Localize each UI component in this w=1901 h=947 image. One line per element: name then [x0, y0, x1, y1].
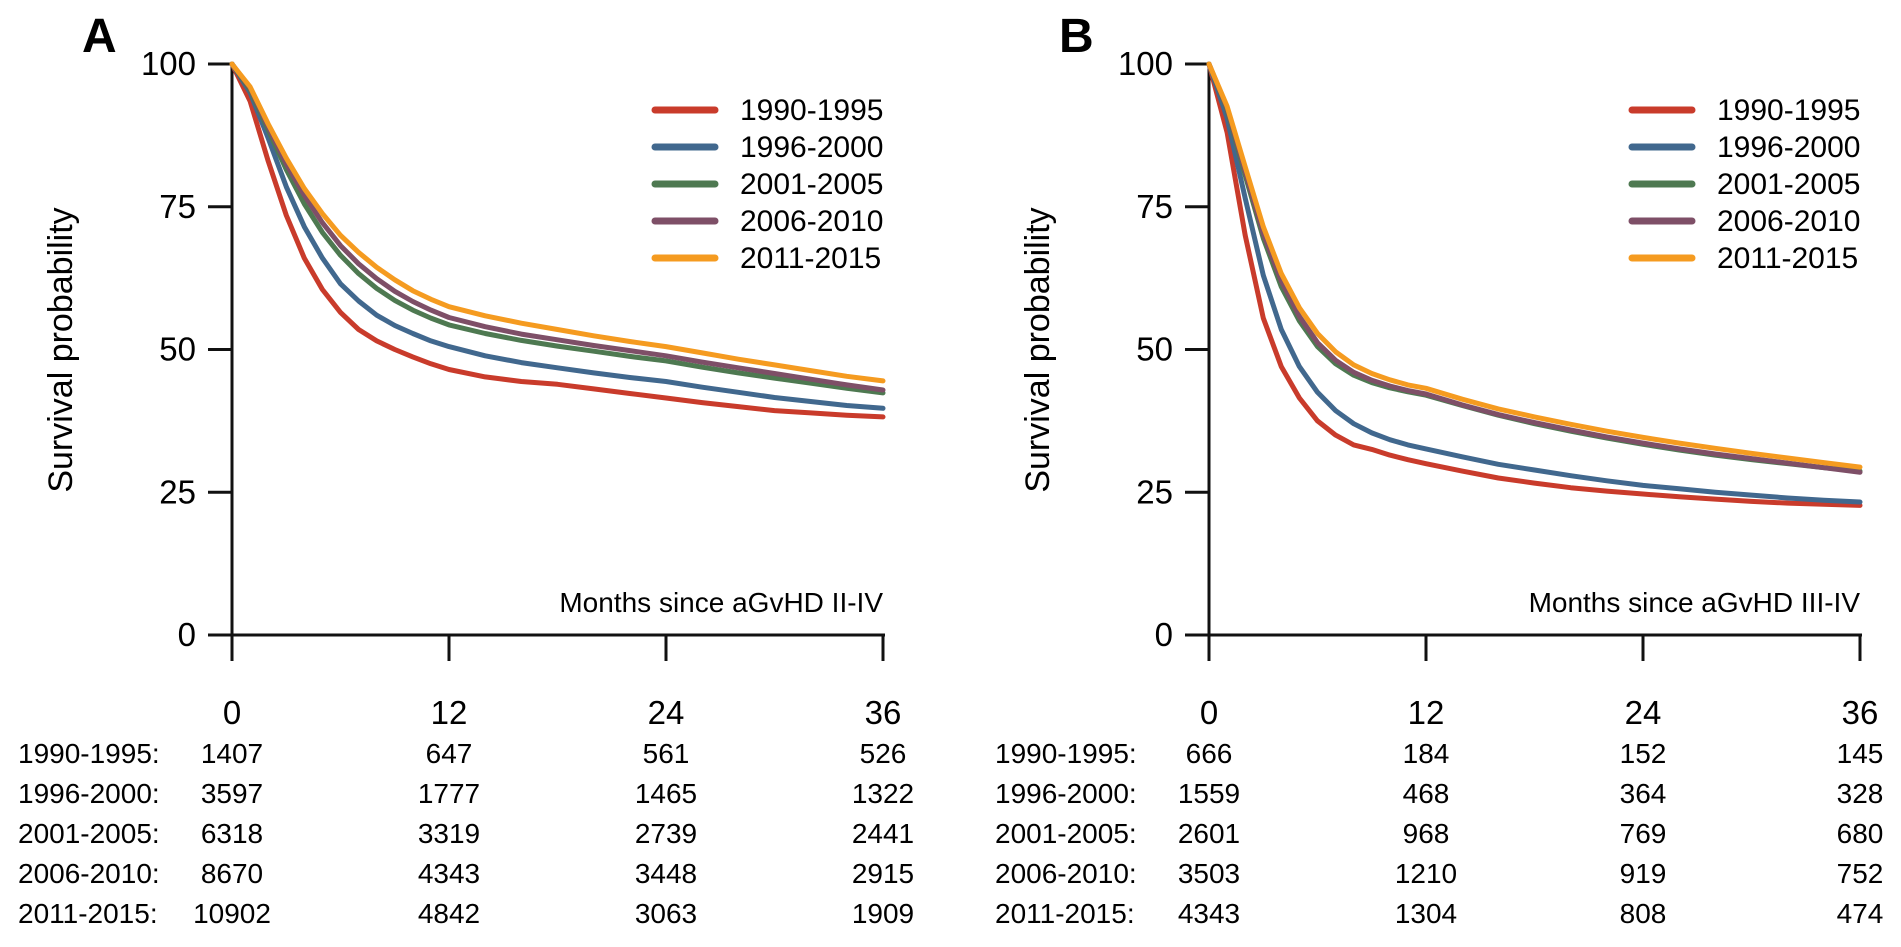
risk-count: 1210	[1395, 858, 1457, 889]
risk-count: 769	[1620, 818, 1667, 849]
risk-count: 474	[1837, 898, 1884, 929]
risk-count: 6318	[201, 818, 263, 849]
risk-count: 752	[1837, 858, 1884, 889]
risk-count: 184	[1403, 738, 1450, 769]
risk-count: 1909	[852, 898, 914, 929]
risk-row-label: 1990-1995:	[995, 738, 1137, 769]
risk-count: 2601	[1178, 818, 1240, 849]
risk-count: 2915	[852, 858, 914, 889]
risk-count: 152	[1620, 738, 1667, 769]
y-tick-label: 75	[159, 188, 196, 225]
risk-row-label: 1990-1995:	[18, 738, 160, 769]
x-tick-label: 0	[1200, 694, 1218, 731]
risk-row-label: 2001-2005:	[18, 818, 160, 849]
risk-row-label: 1996-2000:	[18, 778, 160, 809]
y-tick-label: 50	[159, 331, 196, 368]
series-line-1996-2000	[1206, 61, 1863, 505]
y-tick-label: 0	[1155, 616, 1173, 653]
risk-count: 2441	[852, 818, 914, 849]
risk-count: 3503	[1178, 858, 1240, 889]
risk-count: 468	[1403, 778, 1450, 809]
series-line-2011-2015	[1206, 61, 1863, 470]
risk-count: 8670	[201, 858, 263, 889]
risk-count: 4842	[418, 898, 480, 929]
panel-b-group: 100 75 50 25 0 0 12 24 36 B Survival probability Mo…	[995, 10, 1883, 929]
series-line-2006-2010	[1206, 61, 1863, 475]
panel-letter: A	[82, 10, 117, 63]
y-tick-label: 50	[1136, 331, 1173, 368]
x-tick-label: 12	[1408, 694, 1445, 731]
risk-count: 1322	[852, 778, 914, 809]
x-tick-label: 36	[1842, 694, 1879, 731]
risk-count: 4343	[1178, 898, 1240, 929]
risk-row-label: 1996-2000:	[995, 778, 1137, 809]
legend-label: 1990-1995	[740, 94, 883, 127]
legend-label: 2006-2010	[1717, 205, 1860, 238]
panel-letter: B	[1059, 10, 1094, 63]
x-tick-label: 0	[223, 694, 241, 731]
risk-count: 561	[643, 738, 690, 769]
series-line-1996-2000	[229, 61, 886, 411]
series-line-2006-2010	[229, 61, 886, 393]
risk-count: 364	[1620, 778, 1667, 809]
risk-count: 1777	[418, 778, 480, 809]
risk-count: 1304	[1395, 898, 1457, 929]
legend-label: 2011-2015	[1717, 242, 1858, 275]
risk-count: 145	[1837, 738, 1884, 769]
y-tick-label: 100	[141, 45, 196, 82]
risk-count: 526	[860, 738, 907, 769]
legend-label: 2001-2005	[740, 168, 883, 201]
x-axis-title: Months since aGvHD III-IV	[1529, 587, 1861, 618]
series-line-2001-2005	[229, 61, 886, 396]
legend-label: 2001-2005	[1717, 168, 1860, 201]
risk-count: 680	[1837, 818, 1884, 849]
y-tick-label: 25	[159, 473, 196, 510]
risk-count: 1407	[201, 738, 263, 769]
y-tick-label: 25	[1136, 473, 1173, 510]
risk-row-label: 2006-2010:	[18, 858, 160, 889]
risk-row-label: 2006-2010:	[995, 858, 1137, 889]
x-axis-title: Months since aGvHD II-IV	[559, 587, 883, 618]
risk-row-label: 2011-2015:	[18, 898, 158, 929]
x-tick-label: 24	[648, 694, 685, 731]
risk-count: 666	[1186, 738, 1233, 769]
risk-count: 3597	[201, 778, 263, 809]
y-axis-title: Survival probability	[1019, 207, 1057, 492]
x-tick-label: 36	[865, 694, 902, 731]
x-tick-label: 12	[431, 694, 468, 731]
risk-count: 919	[1620, 858, 1667, 889]
risk-count: 2739	[635, 818, 697, 849]
series-line-2011-2015	[229, 61, 886, 384]
risk-row-label: 2001-2005:	[995, 818, 1137, 849]
risk-count: 808	[1620, 898, 1667, 929]
risk-count: 647	[426, 738, 473, 769]
series-line-1990-1995	[1206, 61, 1863, 508]
y-tick-label: 100	[1118, 45, 1173, 82]
series-line-1990-1995	[229, 61, 886, 420]
x-tick-label: 24	[1625, 694, 1662, 731]
risk-count: 328	[1837, 778, 1884, 809]
risk-row-label: 2011-2015:	[995, 898, 1135, 929]
legend-label: 1996-2000	[1717, 131, 1860, 164]
risk-count: 3448	[635, 858, 697, 889]
risk-count: 4343	[418, 858, 480, 889]
risk-count: 1559	[1178, 778, 1240, 809]
legend-label: 1996-2000	[740, 131, 883, 164]
risk-count: 10902	[193, 898, 271, 929]
risk-count: 3319	[418, 818, 480, 849]
legend-label: 1990-1995	[1717, 94, 1860, 127]
y-tick-label: 75	[1136, 188, 1173, 225]
panel-a-group: 100 75 50 25 0 0 12 24 36 A Survival probability Mo…	[18, 10, 914, 929]
risk-count: 3063	[635, 898, 697, 929]
risk-count: 1465	[635, 778, 697, 809]
legend-label: 2006-2010	[740, 205, 883, 238]
y-tick-label: 0	[178, 616, 196, 653]
y-axis-title: Survival probability	[42, 207, 80, 492]
legend-label: 2011-2015	[740, 242, 881, 275]
risk-count: 968	[1403, 818, 1450, 849]
